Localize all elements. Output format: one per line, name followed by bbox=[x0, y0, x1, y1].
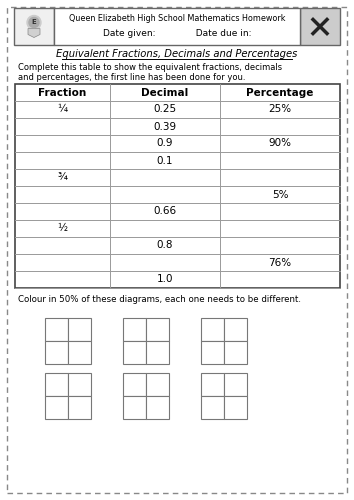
Bar bbox=[54, 8, 300, 45]
Bar bbox=[300, 8, 340, 45]
Text: 0.9: 0.9 bbox=[157, 138, 173, 148]
Polygon shape bbox=[28, 28, 40, 38]
Text: E: E bbox=[32, 20, 36, 26]
Circle shape bbox=[29, 18, 39, 28]
Text: 0.8: 0.8 bbox=[157, 240, 173, 250]
Text: Colour in 50% of these diagrams, each one needs to be different.: Colour in 50% of these diagrams, each on… bbox=[18, 296, 301, 304]
Bar bbox=[68, 341, 91, 364]
Text: 1.0: 1.0 bbox=[157, 274, 173, 284]
Text: 0.39: 0.39 bbox=[153, 122, 177, 132]
Text: ¾: ¾ bbox=[57, 172, 68, 182]
Text: 0.1: 0.1 bbox=[157, 156, 173, 166]
Text: 76%: 76% bbox=[268, 258, 292, 268]
Bar bbox=[146, 396, 169, 419]
Bar bbox=[201, 318, 224, 341]
Bar bbox=[45, 396, 68, 419]
Bar bbox=[224, 318, 247, 341]
Bar bbox=[45, 341, 68, 364]
Text: 0.66: 0.66 bbox=[153, 206, 177, 216]
Bar bbox=[123, 373, 146, 396]
Text: Decimal: Decimal bbox=[141, 88, 189, 98]
Text: ½: ½ bbox=[57, 224, 68, 234]
Bar bbox=[224, 341, 247, 364]
Bar bbox=[15, 84, 340, 288]
Bar bbox=[146, 373, 169, 396]
Bar bbox=[146, 318, 169, 341]
Bar bbox=[14, 8, 54, 45]
Text: Complete this table to show the equivalent fractions, decimals: Complete this table to show the equivale… bbox=[18, 64, 282, 72]
Bar bbox=[45, 373, 68, 396]
Bar bbox=[68, 373, 91, 396]
Bar bbox=[68, 396, 91, 419]
Circle shape bbox=[27, 16, 41, 30]
Text: ¼: ¼ bbox=[57, 104, 68, 115]
Text: Equivalent Fractions, Decimals and Percentages: Equivalent Fractions, Decimals and Perce… bbox=[56, 49, 298, 59]
Bar bbox=[224, 373, 247, 396]
Text: 0.25: 0.25 bbox=[153, 104, 177, 115]
Bar bbox=[146, 341, 169, 364]
Text: Date given:              Date due in:: Date given: Date due in: bbox=[103, 28, 251, 38]
Text: Percentage: Percentage bbox=[246, 88, 314, 98]
Bar bbox=[45, 318, 68, 341]
Text: 25%: 25% bbox=[268, 104, 292, 115]
Text: and percentages, the first line has been done for you.: and percentages, the first line has been… bbox=[18, 72, 246, 82]
Bar bbox=[224, 396, 247, 419]
Text: 90%: 90% bbox=[268, 138, 291, 148]
Bar bbox=[123, 396, 146, 419]
Text: Fraction: Fraction bbox=[38, 88, 87, 98]
Text: 5%: 5% bbox=[272, 190, 288, 200]
Bar bbox=[68, 318, 91, 341]
Bar bbox=[201, 396, 224, 419]
Text: Queen Elizabeth High School Mathematics Homework: Queen Elizabeth High School Mathematics … bbox=[69, 14, 285, 23]
Bar bbox=[201, 341, 224, 364]
Bar bbox=[123, 341, 146, 364]
Bar bbox=[123, 318, 146, 341]
Bar bbox=[201, 373, 224, 396]
